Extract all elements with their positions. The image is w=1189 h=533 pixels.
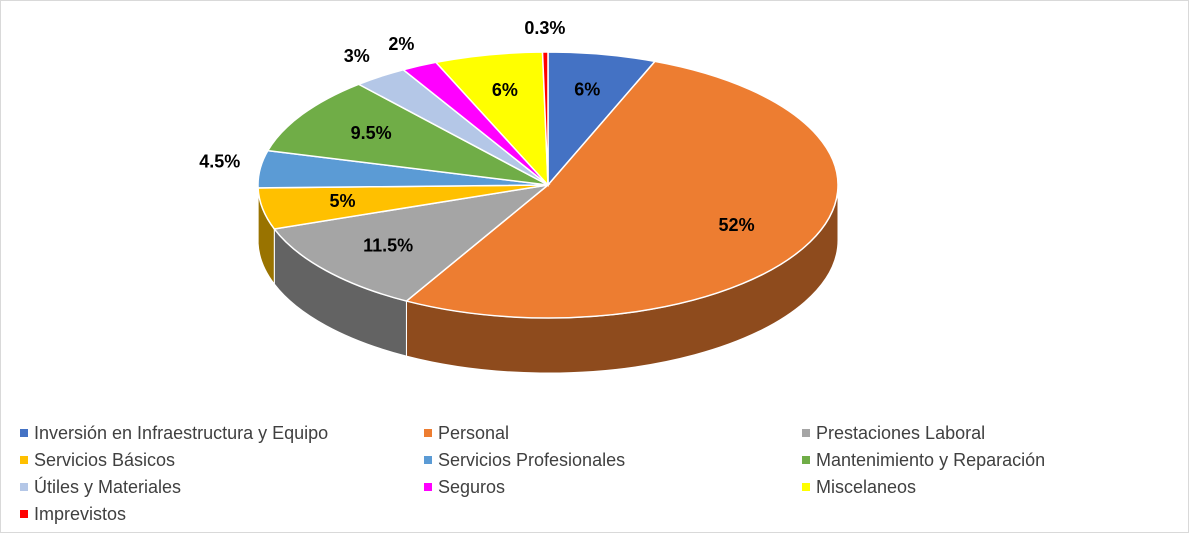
legend-label: Útiles y Materiales	[34, 476, 181, 497]
legend-swatch	[802, 483, 810, 491]
data-label: 2%	[388, 34, 414, 54]
legend-label: Seguros	[438, 477, 505, 497]
legend-swatch	[802, 456, 810, 464]
legend-label: Servicios Básicos	[34, 450, 175, 470]
legend-label: Personal	[438, 423, 509, 443]
data-label: 4.5%	[199, 152, 240, 172]
legend-swatch	[424, 429, 432, 437]
slice	[266, 83, 549, 186]
legend-swatch	[424, 483, 432, 491]
legend-label: Prestaciones Laboral	[816, 423, 985, 443]
data-label: 6%	[574, 80, 600, 100]
slice	[404, 60, 839, 319]
legend-swatch	[424, 456, 432, 464]
data-label: 3%	[344, 46, 370, 66]
data-label: 0.3%	[524, 18, 565, 38]
data-label: 5%	[330, 191, 356, 211]
legend-swatch	[20, 429, 28, 437]
legend-label: Imprevistos	[34, 504, 126, 524]
legend-label: Inversión en Infraestructura y Equipo	[34, 423, 328, 443]
legend-label: Servicios Profesionales	[438, 450, 625, 470]
slice	[541, 51, 549, 186]
legend-label: Mantenimiento y Reparación	[816, 450, 1045, 470]
slice	[272, 183, 551, 302]
legend-swatch	[20, 483, 28, 491]
legend-label: Miscelaneos	[816, 477, 916, 497]
data-label: 52%	[719, 215, 755, 235]
legend-swatch	[802, 429, 810, 437]
data-label: 11.5%	[363, 235, 413, 255]
data-label: 6%	[492, 80, 518, 100]
legend-swatch	[20, 510, 28, 518]
legend-swatch	[20, 456, 28, 464]
data-label: 9.5%	[351, 123, 392, 143]
